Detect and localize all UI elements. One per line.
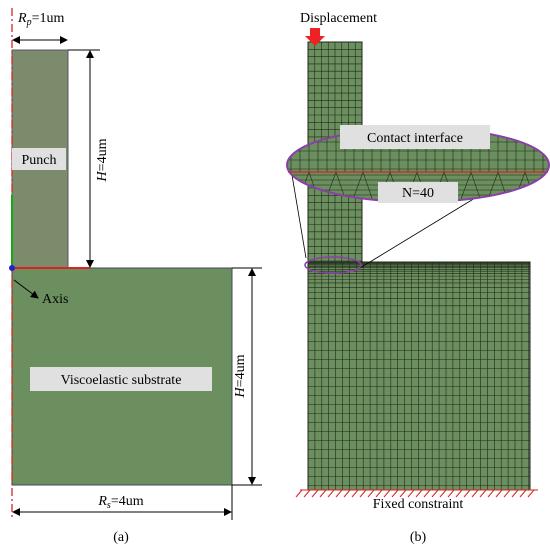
zoom-line	[291, 174, 307, 259]
rp-label: Rp=1um	[17, 11, 64, 28]
substrate-mesh-bg	[307, 261, 531, 491]
h-punch-label: H=4um	[95, 138, 110, 182]
label-box	[378, 182, 458, 203]
origin	[9, 265, 15, 271]
n-label: N=40	[402, 186, 434, 201]
fixed-hatch	[295, 489, 538, 498]
h-substrate-label: H=4um	[233, 354, 248, 398]
label-box	[12, 148, 66, 170]
fixed-label: Fixed constraint	[373, 497, 464, 512]
rs-label: Rs=4um	[97, 494, 143, 511]
substrate-label: Viscoelastic substrate	[61, 373, 182, 388]
displacement-arrow	[305, 28, 325, 46]
hatch-lines	[295, 489, 538, 498]
label-box	[340, 125, 490, 149]
axis-pointer	[13, 279, 39, 299]
caption-b: (b)	[410, 530, 427, 545]
contact-label: Contact interface	[367, 131, 463, 146]
mesh	[307, 41, 531, 491]
displacement-label: Displacement	[300, 11, 377, 26]
punch-label: Punch	[22, 153, 57, 168]
zoom-line	[359, 194, 481, 269]
small-ellipse	[304, 256, 362, 274]
caption-a: (a)	[113, 530, 129, 545]
label-box	[30, 367, 212, 391]
axis-label: Axis	[42, 292, 68, 307]
